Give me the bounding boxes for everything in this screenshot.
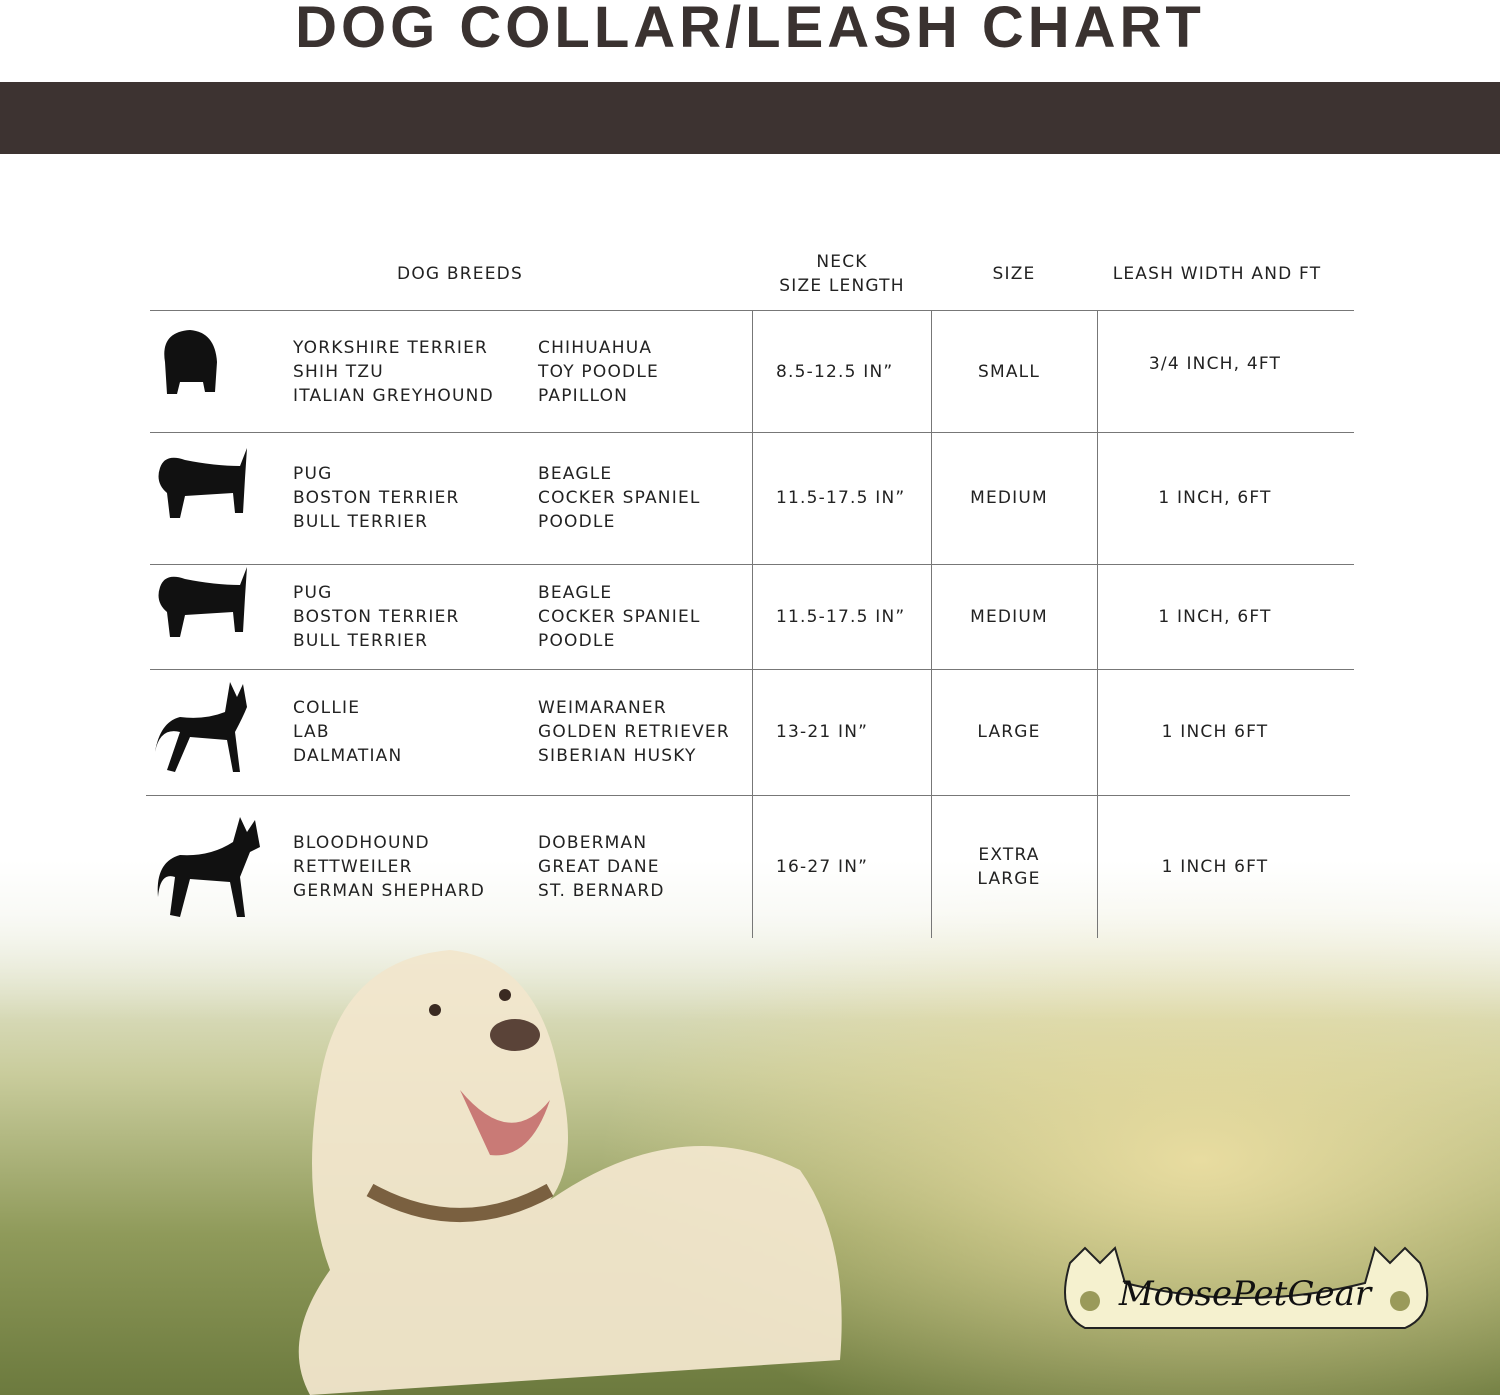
breed-name: POODLE	[538, 512, 616, 532]
header-neck-line1: NECK	[816, 252, 868, 272]
medium-dog-silhouette-icon	[155, 566, 265, 676]
header-size: SIZE	[992, 264, 1036, 284]
breed-name: BULL TERRIER	[293, 512, 429, 532]
doberman-silhouette-icon	[155, 816, 265, 926]
breed-name: SHIH TZU	[293, 361, 384, 382]
breed-list-right: BEAGLE COCKER SPANIEL POODLE	[538, 462, 701, 534]
breed-name: COLLIE	[293, 698, 361, 718]
breed-name: DOBERMAN	[538, 832, 648, 853]
header-dog-breeds: DOG BREEDS	[397, 264, 523, 284]
breed-name: RETTWEILER	[293, 856, 413, 877]
breed-name: POODLE	[538, 630, 616, 651]
divider	[150, 310, 1354, 311]
size-label: MEDIUM	[970, 606, 1048, 627]
breed-list-right: DOBERMAN GREAT DANE ST. BERNARD	[538, 831, 665, 903]
neck-size: 13-21 IN”	[776, 722, 869, 742]
breed-name: TOY POODLE	[538, 361, 659, 382]
breed-name: BLOODHOUND	[293, 832, 430, 853]
page-title: DOG COLLAR/LEASH CHART	[295, 0, 1205, 60]
header-leash: LEASH WIDTH AND FT	[1112, 264, 1322, 284]
small-dog-silhouette-icon	[155, 322, 265, 431]
leash-spec: 3/4 INCH, 4FT	[1148, 353, 1282, 374]
leash-spec: 1 INCH 6FT	[1161, 856, 1269, 877]
header-neck-line2: SIZE LENGTH	[779, 276, 905, 296]
breed-name: WEIMARANER	[538, 698, 667, 718]
breed-name: GERMAN SHEPHARD	[293, 880, 486, 901]
labrador-photo	[298, 950, 842, 1395]
breed-list-left: COLLIE LAB DALMATIAN	[293, 696, 402, 768]
leash-spec: 1 INCH 6FT	[1161, 722, 1269, 742]
breed-name: YORKSHIRE TERRIER	[293, 337, 489, 358]
size-label: MEDIUM	[970, 488, 1048, 508]
breed-name: PAPILLON	[538, 385, 629, 406]
breed-list-left: BLOODHOUND RETTWEILER GERMAN SHEPHARD	[293, 831, 485, 903]
breed-list-right: BEAGLE COCKER SPANIEL POODLE	[538, 581, 701, 653]
moosepetgear-logo: MoosePetGear	[1064, 1246, 1429, 1329]
neck-size: 8.5-12.5 IN”	[776, 361, 894, 382]
breed-name: BULL TERRIER	[293, 630, 429, 651]
breed-list-right: WEIMARANER GOLDEN RETRIEVER SIBERIAN HUSKY	[538, 696, 730, 768]
breed-name: ST. BERNARD	[538, 880, 665, 901]
size-line2: LARGE	[977, 868, 1041, 889]
size-label: EXTRA LARGE	[931, 843, 1087, 891]
breed-list-right: CHIHUAHUA TOY POODLE PAPILLON	[538, 336, 659, 408]
breed-name: GOLDEN RETRIEVER	[538, 722, 730, 742]
breed-list-left: PUG BOSTON TERRIER BULL TERRIER	[293, 581, 460, 653]
neck-size: 11.5-17.5 IN”	[776, 488, 906, 508]
breed-name: PUG	[293, 464, 333, 484]
divider	[1097, 311, 1098, 938]
breed-name: BOSTON TERRIER	[293, 606, 460, 627]
divider	[931, 311, 932, 938]
breed-name: BOSTON TERRIER	[293, 488, 460, 508]
divider	[146, 795, 1350, 796]
breed-list-left: YORKSHIRE TERRIER SHIH TZU ITALIAN GREYHOU…	[293, 336, 494, 408]
breed-name: BEAGLE	[538, 464, 613, 484]
breed-name: COCKER SPANIEL	[538, 488, 701, 508]
neck-size: 11.5-17.5 IN”	[776, 606, 906, 627]
breed-name: COCKER SPANIEL	[538, 606, 701, 627]
divider	[752, 311, 753, 938]
neck-size: 16-27 IN”	[776, 856, 869, 877]
header-neck-size: NECK SIZE LENGTH	[752, 250, 932, 298]
size-line1: EXTRA	[978, 844, 1040, 865]
breed-list-left: PUG BOSTON TERRIER BULL TERRIER	[293, 462, 460, 534]
leash-spec: 1 INCH, 6FT	[1158, 488, 1272, 508]
leash-spec: 1 INCH, 6FT	[1158, 606, 1272, 627]
header-band	[0, 82, 1500, 154]
breed-name: CHIHUAHUA	[538, 337, 653, 358]
svg-text:MoosePetGear: MoosePetGear	[1118, 1274, 1373, 1314]
size-label: LARGE	[977, 722, 1041, 742]
breed-name: ITALIAN GREYHOUND	[293, 385, 494, 406]
medium-dog-silhouette-icon	[155, 448, 265, 557]
breed-name: SIBERIAN HUSKY	[538, 746, 697, 766]
breed-name: BEAGLE	[538, 582, 613, 603]
breed-name: GREAT DANE	[538, 856, 660, 877]
large-dog-silhouette-icon	[155, 682, 265, 791]
breed-name: PUG	[293, 582, 333, 603]
size-label: SMALL	[977, 361, 1041, 382]
breed-name: LAB	[293, 722, 330, 742]
breed-name: DALMATIAN	[293, 746, 403, 766]
